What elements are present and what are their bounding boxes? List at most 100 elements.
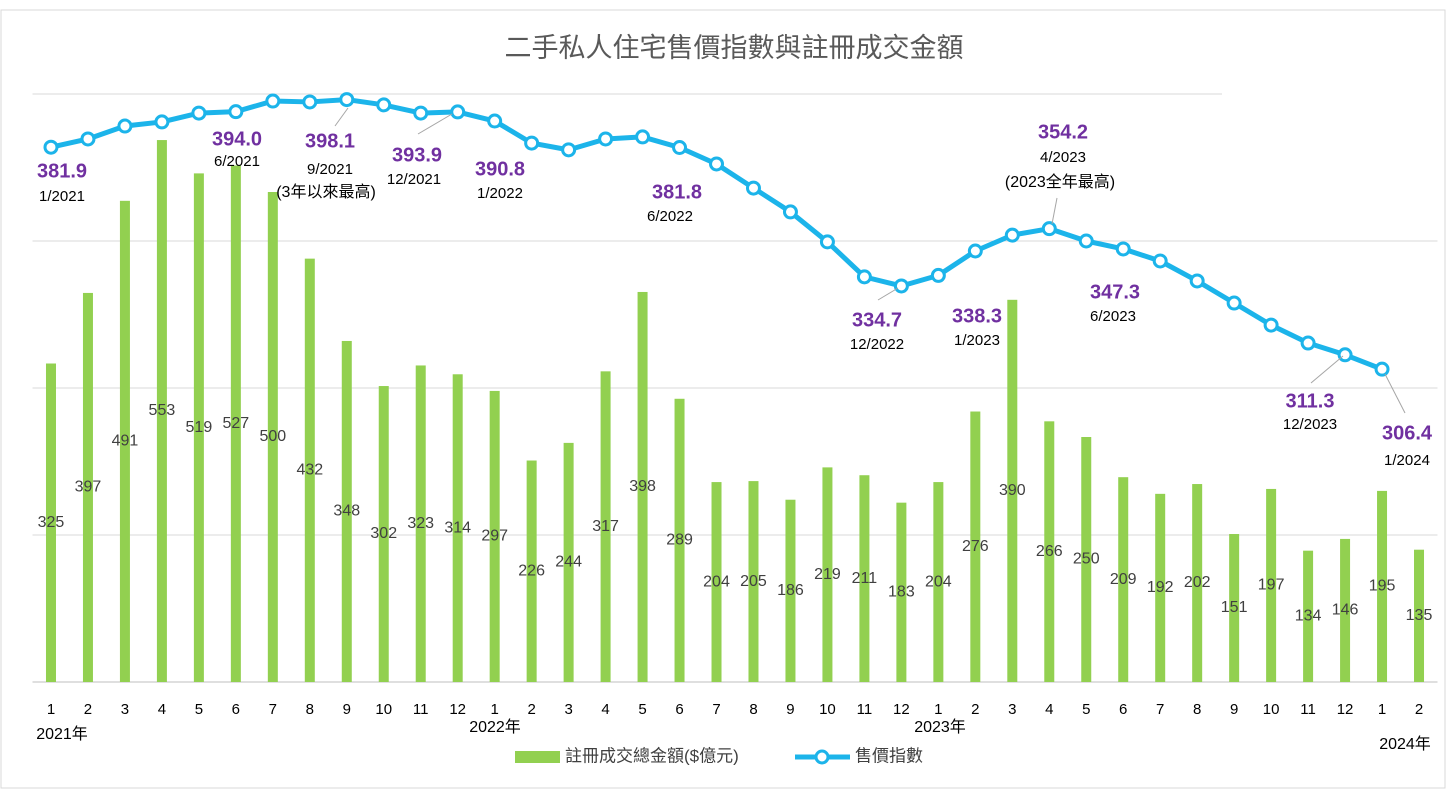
point-note: (3年以來最高) (276, 183, 376, 201)
line-marker (154, 114, 170, 130)
legend-marker (814, 749, 830, 765)
bar-value-label: 390 (999, 482, 1026, 499)
line-value-label: 398.1 (305, 130, 355, 152)
x-tick-label: 2 (84, 701, 92, 718)
bar (637, 291, 648, 682)
point-date-label: 6/2023 (1090, 308, 1136, 325)
bar (785, 499, 796, 682)
bar-value-label: 314 (444, 519, 471, 536)
x-tick-label: 8 (1193, 701, 1201, 718)
bar (674, 398, 685, 682)
line-marker (1115, 241, 1131, 257)
bar-value-label: 134 (1295, 608, 1322, 625)
bar (1192, 484, 1203, 682)
x-tick-label: 4 (158, 701, 166, 718)
bar (1229, 534, 1240, 682)
bar-value-label: 397 (75, 479, 102, 496)
bar (1118, 477, 1129, 682)
point-date-label: 4/2023 (1040, 149, 1086, 166)
line-marker (450, 104, 466, 120)
bar-value-label: 323 (407, 515, 434, 532)
x-tick-label: 1 (490, 701, 498, 718)
bar-value-label: 211 (852, 570, 878, 587)
bar (304, 258, 315, 682)
line-marker (1004, 227, 1020, 243)
bar-value-label: 250 (1073, 551, 1100, 568)
year-label: 2024年 (1379, 735, 1431, 753)
bar-value-label: 204 (703, 573, 730, 590)
legend-swatch (515, 751, 560, 763)
line-marker (709, 156, 725, 172)
bar (1414, 549, 1425, 682)
bar-value-label: 553 (149, 402, 176, 419)
leader-line (1051, 197, 1058, 225)
line-marker (1152, 253, 1168, 269)
bar-value-label: 297 (481, 528, 508, 545)
leader-line (1384, 373, 1406, 414)
x-tick-label: 5 (1082, 701, 1090, 718)
point-date-label: 6/2022 (647, 208, 693, 225)
point-date-label: 6/2021 (214, 153, 260, 170)
point-date-label: 12/2022 (850, 336, 904, 353)
bar (896, 502, 907, 682)
bar (970, 411, 981, 682)
bar-value-label: 192 (1147, 579, 1174, 596)
bar (489, 390, 500, 682)
year-label: 2023年 (914, 718, 966, 736)
legend-label: 註冊成交總金額($億元) (565, 746, 739, 765)
bar-value-label: 348 (333, 503, 360, 520)
line-value-label: 394.0 (212, 128, 262, 150)
bar (341, 340, 352, 682)
x-tick-label: 12 (449, 701, 466, 718)
bar (933, 482, 944, 682)
x-tick-label: 12 (1337, 701, 1354, 718)
bar-value-label: 195 (1369, 578, 1396, 595)
bar-value-label: 151 (1221, 599, 1248, 616)
bar (1340, 538, 1351, 682)
line-marker (80, 131, 96, 147)
line-marker (265, 93, 281, 109)
x-tick-label: 11 (857, 701, 873, 718)
x-tick-label: 11 (413, 701, 429, 718)
x-tick-label: 9 (1230, 701, 1238, 718)
bar-value-label: 527 (223, 415, 250, 432)
bar-value-label: 317 (592, 518, 619, 535)
x-tick-label: 2 (1415, 701, 1423, 718)
chart-title: 二手私人住宅售價指數與註冊成交金額 (505, 33, 964, 63)
leader-line (1310, 355, 1344, 384)
line-marker (1300, 335, 1316, 351)
line-marker (782, 204, 798, 220)
x-tick-label: 6 (1119, 701, 1127, 718)
bar (378, 386, 389, 682)
x-tick-label: 8 (306, 701, 314, 718)
bar (267, 192, 278, 682)
point-date-label: 1/2021 (39, 188, 85, 205)
line-marker (228, 104, 244, 120)
bar-value-label: 432 (296, 462, 323, 479)
bar (156, 140, 167, 682)
line-value-label: 381.9 (37, 160, 87, 182)
leader-line (877, 287, 899, 301)
line-marker (598, 131, 614, 147)
line-value-label: 381.8 (652, 181, 702, 203)
bar (822, 467, 833, 682)
bar-value-label: 204 (925, 573, 952, 590)
bar (45, 363, 56, 682)
x-tick-label: 5 (195, 701, 203, 718)
bar (526, 460, 537, 682)
bar (1007, 299, 1018, 682)
line-marker (1189, 273, 1205, 289)
point-date-label: 1/2022 (477, 185, 523, 202)
bar (1044, 421, 1055, 682)
bar-value-label: 325 (38, 514, 65, 531)
line-value-label: 334.7 (852, 309, 902, 331)
line-marker (930, 267, 946, 283)
bar (563, 442, 574, 682)
x-tick-label: 3 (564, 701, 572, 718)
line-marker (413, 105, 429, 121)
bar-value-label: 205 (740, 573, 767, 590)
bar-value-label: 135 (1406, 607, 1433, 624)
line-marker (1374, 361, 1390, 377)
x-tick-label: 9 (786, 701, 794, 718)
